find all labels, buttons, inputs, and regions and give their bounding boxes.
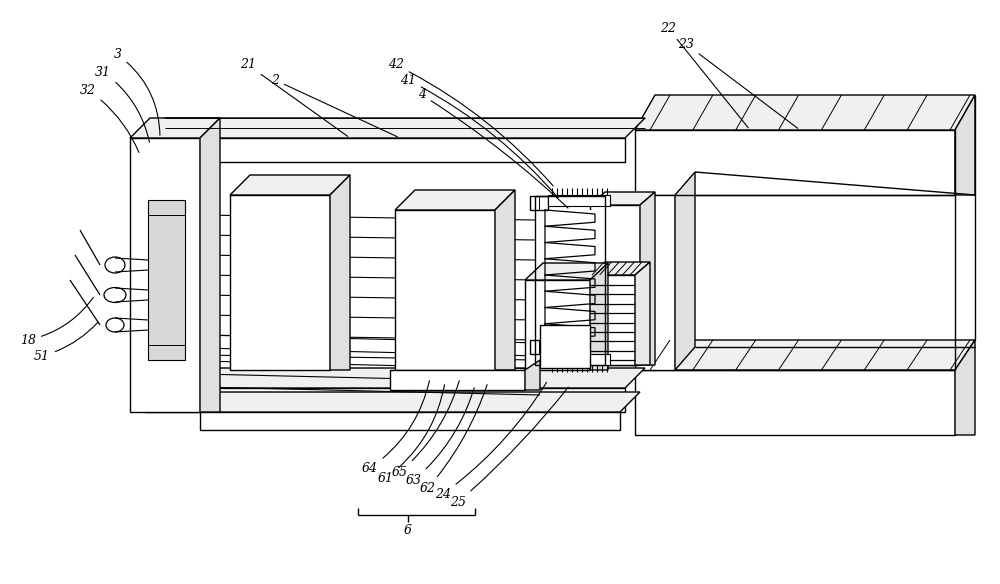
Polygon shape xyxy=(545,226,595,242)
Text: 42: 42 xyxy=(388,58,553,186)
Polygon shape xyxy=(635,130,955,195)
Text: 61: 61 xyxy=(378,385,445,485)
Polygon shape xyxy=(545,291,595,308)
Polygon shape xyxy=(545,210,595,226)
Text: 2: 2 xyxy=(271,74,397,137)
Polygon shape xyxy=(200,118,220,412)
Polygon shape xyxy=(525,360,540,390)
Text: 63: 63 xyxy=(406,388,474,486)
Polygon shape xyxy=(545,308,595,324)
Polygon shape xyxy=(635,262,650,365)
Polygon shape xyxy=(545,324,595,340)
Polygon shape xyxy=(675,172,695,370)
Polygon shape xyxy=(545,259,595,275)
Polygon shape xyxy=(200,412,620,430)
Polygon shape xyxy=(590,262,650,275)
Text: 3: 3 xyxy=(114,48,160,135)
Polygon shape xyxy=(590,192,655,205)
Polygon shape xyxy=(145,388,625,412)
Polygon shape xyxy=(145,368,165,412)
Polygon shape xyxy=(545,242,595,259)
Polygon shape xyxy=(525,263,608,280)
Polygon shape xyxy=(635,370,955,435)
Polygon shape xyxy=(145,368,645,388)
Text: 64: 64 xyxy=(362,381,429,474)
Text: 65: 65 xyxy=(392,381,459,478)
Polygon shape xyxy=(635,195,675,370)
Polygon shape xyxy=(495,190,515,370)
Polygon shape xyxy=(230,175,350,195)
Polygon shape xyxy=(148,200,185,360)
Polygon shape xyxy=(395,210,495,370)
Text: 18: 18 xyxy=(20,297,93,346)
Polygon shape xyxy=(530,340,548,354)
Text: 41: 41 xyxy=(400,74,558,198)
Polygon shape xyxy=(130,118,220,138)
Text: 62: 62 xyxy=(420,385,487,495)
Polygon shape xyxy=(955,340,975,435)
Polygon shape xyxy=(635,340,975,370)
Polygon shape xyxy=(548,195,610,206)
Polygon shape xyxy=(590,205,640,365)
Polygon shape xyxy=(330,175,350,370)
Polygon shape xyxy=(130,138,200,412)
Polygon shape xyxy=(145,118,645,138)
Text: 23: 23 xyxy=(678,37,798,128)
Text: 24: 24 xyxy=(435,383,547,500)
Polygon shape xyxy=(200,392,640,412)
Polygon shape xyxy=(395,190,515,210)
Text: 6: 6 xyxy=(404,523,412,537)
Polygon shape xyxy=(230,195,330,370)
Text: 31: 31 xyxy=(95,65,149,142)
Polygon shape xyxy=(525,280,590,370)
Polygon shape xyxy=(955,95,975,195)
Polygon shape xyxy=(540,325,590,368)
Polygon shape xyxy=(640,192,655,365)
Polygon shape xyxy=(145,118,165,162)
Polygon shape xyxy=(590,275,635,365)
Polygon shape xyxy=(545,275,595,291)
Text: 25: 25 xyxy=(450,387,568,509)
Text: 51: 51 xyxy=(34,322,98,363)
Polygon shape xyxy=(530,196,548,210)
Polygon shape xyxy=(145,138,625,162)
Polygon shape xyxy=(590,263,608,370)
Text: 4: 4 xyxy=(418,89,568,208)
Polygon shape xyxy=(548,354,610,365)
Text: 21: 21 xyxy=(240,58,348,137)
Text: 32: 32 xyxy=(80,84,139,152)
Polygon shape xyxy=(635,95,975,130)
Polygon shape xyxy=(390,370,525,390)
Text: 22: 22 xyxy=(660,22,748,128)
